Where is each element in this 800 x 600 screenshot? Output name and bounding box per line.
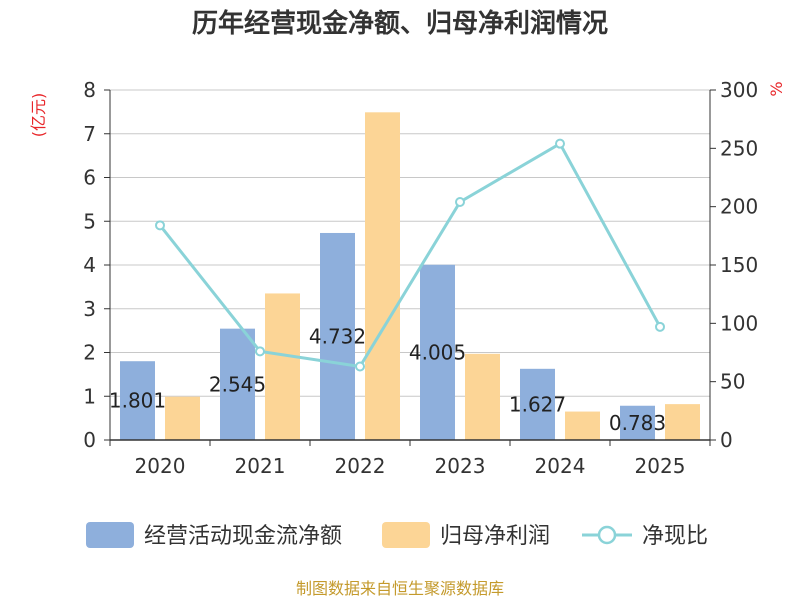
net-profit-bar — [365, 112, 400, 440]
cashflow-bar — [520, 368, 555, 440]
bars — [120, 112, 700, 440]
x-tick-label: 2025 — [635, 454, 686, 478]
cashflow-value-label: 0.783 — [609, 411, 666, 435]
x-tick-label: 2023 — [435, 454, 486, 478]
ratio-line-path — [158, 141, 662, 369]
legend-label-cashflow: 经营活动现金流净额 — [144, 524, 342, 549]
ratio-point — [155, 220, 165, 231]
net-profit-bar — [265, 293, 300, 440]
net-profit-bar — [465, 353, 500, 440]
net-profit-bar — [665, 404, 700, 440]
cashflow-bar — [220, 328, 255, 440]
right-tick-label: 100 — [720, 311, 758, 335]
ratio-line — [155, 138, 665, 372]
right-tick-label: 250 — [720, 136, 758, 160]
left-axis-unit: (亿元) — [29, 93, 48, 138]
right-tick-label: 150 — [720, 253, 758, 277]
left-tick-label: 5 — [83, 209, 96, 233]
cashflow-value-label: 2.545 — [209, 372, 266, 396]
cashflow-bar — [620, 405, 655, 440]
cashflow-value-label: 1.627 — [509, 392, 566, 416]
chart-title: 历年经营现金净额、归母净利润情况 — [192, 8, 608, 39]
left-tick-label: 4 — [83, 253, 96, 277]
left-tick-label: 0 — [83, 428, 96, 452]
legend-swatch-net-profit — [382, 522, 430, 548]
right-axis-unit: % — [767, 81, 786, 96]
ratio-point — [555, 138, 565, 149]
left-tick-label: 6 — [83, 166, 96, 190]
cashflow-bar — [320, 232, 355, 440]
ratio-point — [355, 361, 365, 372]
ratio-point — [455, 197, 465, 207]
legend-swatch-cashflow — [86, 522, 134, 548]
cashflow-value-label: 4.732 — [309, 324, 366, 348]
right-tick-label: 50 — [720, 370, 745, 394]
legend-label-net-profit: 归母净利润 — [440, 524, 550, 549]
cashflow-bar — [420, 264, 455, 440]
right-tick-label: 200 — [720, 195, 758, 219]
cashflow-value-label: 1.801 — [109, 389, 166, 413]
x-tick-label: 2022 — [335, 454, 386, 478]
net-profit-bar — [565, 411, 600, 440]
cashflow-bar — [120, 361, 155, 440]
grid-lines — [110, 89, 710, 397]
net-profit-bar — [165, 396, 200, 440]
ratio-point — [255, 346, 265, 357]
left-tick-label: 8 — [83, 78, 96, 102]
x-tick-label: 2021 — [235, 454, 286, 478]
cashflow-value-label: 4.005 — [409, 340, 466, 364]
legend: 经营活动现金流净额 归母净利润 净现比 — [86, 522, 708, 549]
left-tick-label: 1 — [83, 384, 96, 408]
left-tick-label: 7 — [83, 122, 96, 146]
left-tick-label: 2 — [83, 341, 96, 365]
right-tick-label: 0 — [720, 428, 733, 452]
legend-label-ratio: 净现比 — [642, 524, 708, 549]
ratio-point — [655, 321, 665, 332]
right-tick-label: 300 — [720, 78, 758, 102]
left-tick-label: 3 — [83, 297, 96, 321]
legend-swatch-ratio-point — [597, 525, 617, 545]
x-tick-label: 2020 — [135, 454, 186, 478]
data-labels: 1.801 2.545 4.732 4.005 1.627 0.783 — [109, 324, 666, 434]
axes: 0 1 2 3 4 5 6 7 8 0 50 100 150 200 250 300 2020 2021 2022 2… — [83, 78, 758, 478]
x-tick-label: 2024 — [535, 454, 586, 478]
source-note: 制图数据来自恒生聚源数据库 — [296, 579, 504, 598]
